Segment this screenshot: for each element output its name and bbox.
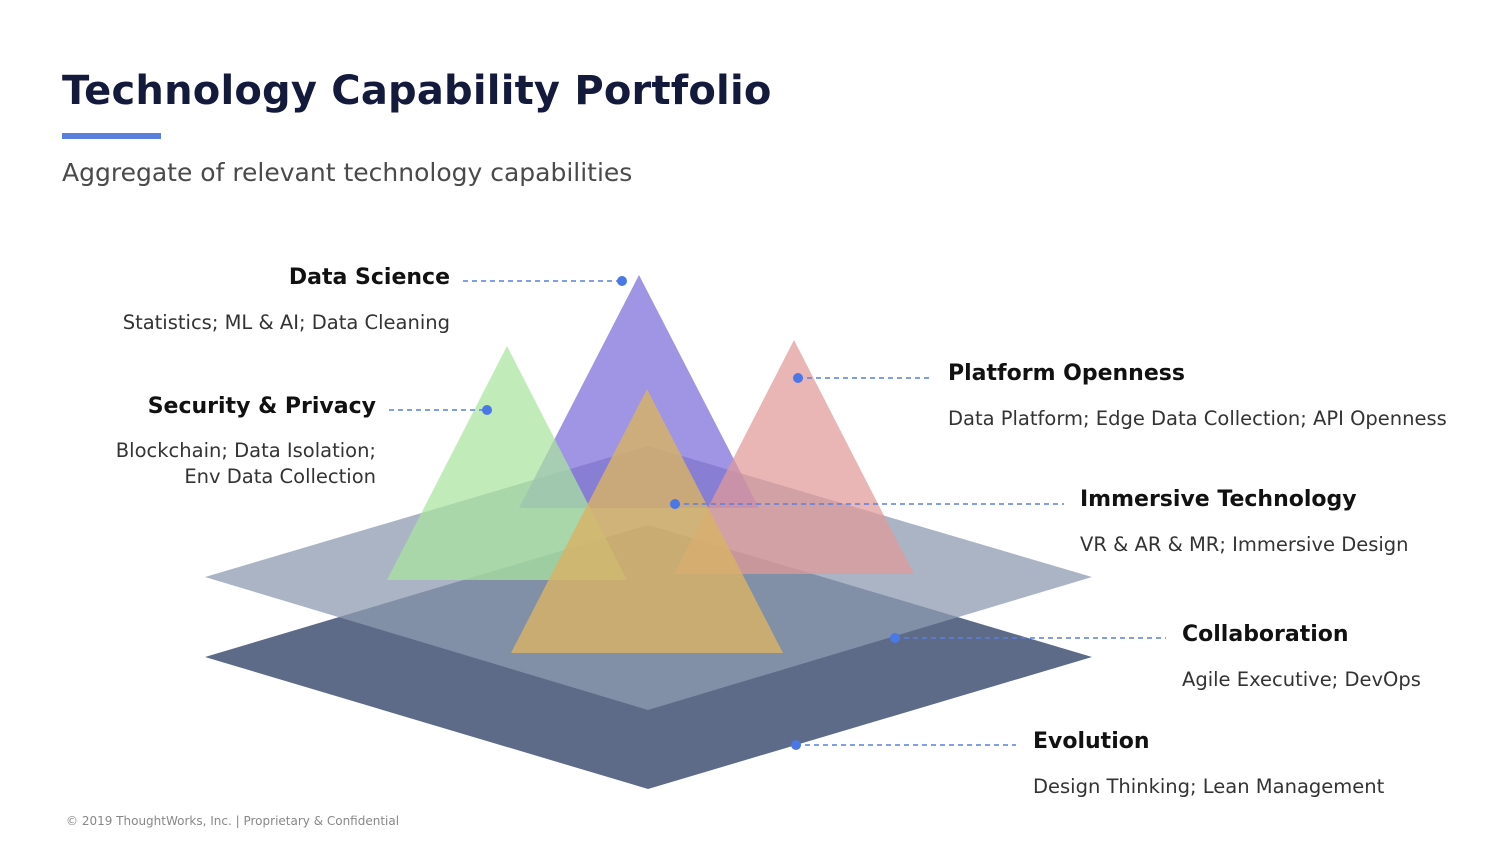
data-science-triangle (519, 275, 759, 508)
data-science-desc: Statistics; ML & AI; Data Cleaning (122, 311, 450, 334)
security-privacy-desc-line2: Env Data Collection (184, 465, 376, 488)
platform-openness-desc: Data Platform; Edge Data Collection; API… (948, 407, 1447, 430)
platform-openness-marker (793, 373, 803, 383)
footer-copyright: © 2019 ThoughtWorks, Inc. | Proprietary … (66, 814, 400, 828)
data-science-marker (617, 276, 627, 286)
immersive-technology-marker (670, 499, 680, 509)
evolution-desc: Design Thinking; Lean Management (1033, 775, 1385, 798)
evolution-marker (791, 740, 801, 750)
security-privacy-marker (482, 405, 492, 415)
data-science-title: Data Science (288, 265, 450, 290)
title-underline (62, 133, 161, 139)
collaboration-marker (890, 633, 900, 643)
immersive-technology-desc: VR & AR & MR; Immersive Design (1080, 533, 1409, 556)
page-title: Technology Capability Portfolio (62, 68, 772, 114)
security-privacy-desc-line1: Blockchain; Data Isolation; (115, 439, 376, 462)
security-privacy-triangle (387, 346, 627, 580)
collaboration-desc: Agile Executive; DevOps (1182, 668, 1421, 691)
platform-openness-title: Platform Openness (948, 361, 1185, 386)
evolution-title: Evolution (1033, 729, 1150, 754)
collaboration-title: Collaboration (1182, 622, 1349, 647)
immersive-technology-title: Immersive Technology (1080, 487, 1357, 512)
immersive-technology-triangle (511, 389, 783, 653)
platform-openness-triangle (674, 340, 914, 574)
security-privacy-title: Security & Privacy (147, 394, 376, 419)
page-subtitle: Aggregate of relevant technology capabil… (62, 158, 633, 187)
